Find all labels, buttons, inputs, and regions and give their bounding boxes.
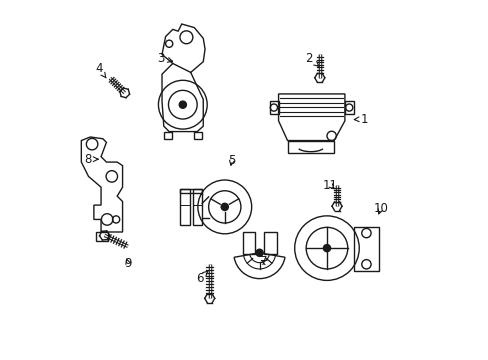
Text: 11: 11 — [323, 179, 337, 192]
Text: 2: 2 — [305, 51, 318, 66]
Text: 3: 3 — [157, 51, 172, 64]
Text: 9: 9 — [124, 257, 131, 270]
Text: 6: 6 — [196, 271, 208, 285]
Text: 4: 4 — [95, 62, 106, 78]
Circle shape — [255, 249, 263, 256]
Circle shape — [221, 203, 228, 211]
Text: 5: 5 — [228, 154, 235, 167]
Text: 10: 10 — [372, 202, 387, 215]
Circle shape — [179, 101, 186, 108]
Text: 8: 8 — [84, 153, 98, 166]
Text: 1: 1 — [354, 113, 367, 126]
Circle shape — [323, 244, 330, 252]
Text: 7: 7 — [260, 255, 267, 268]
